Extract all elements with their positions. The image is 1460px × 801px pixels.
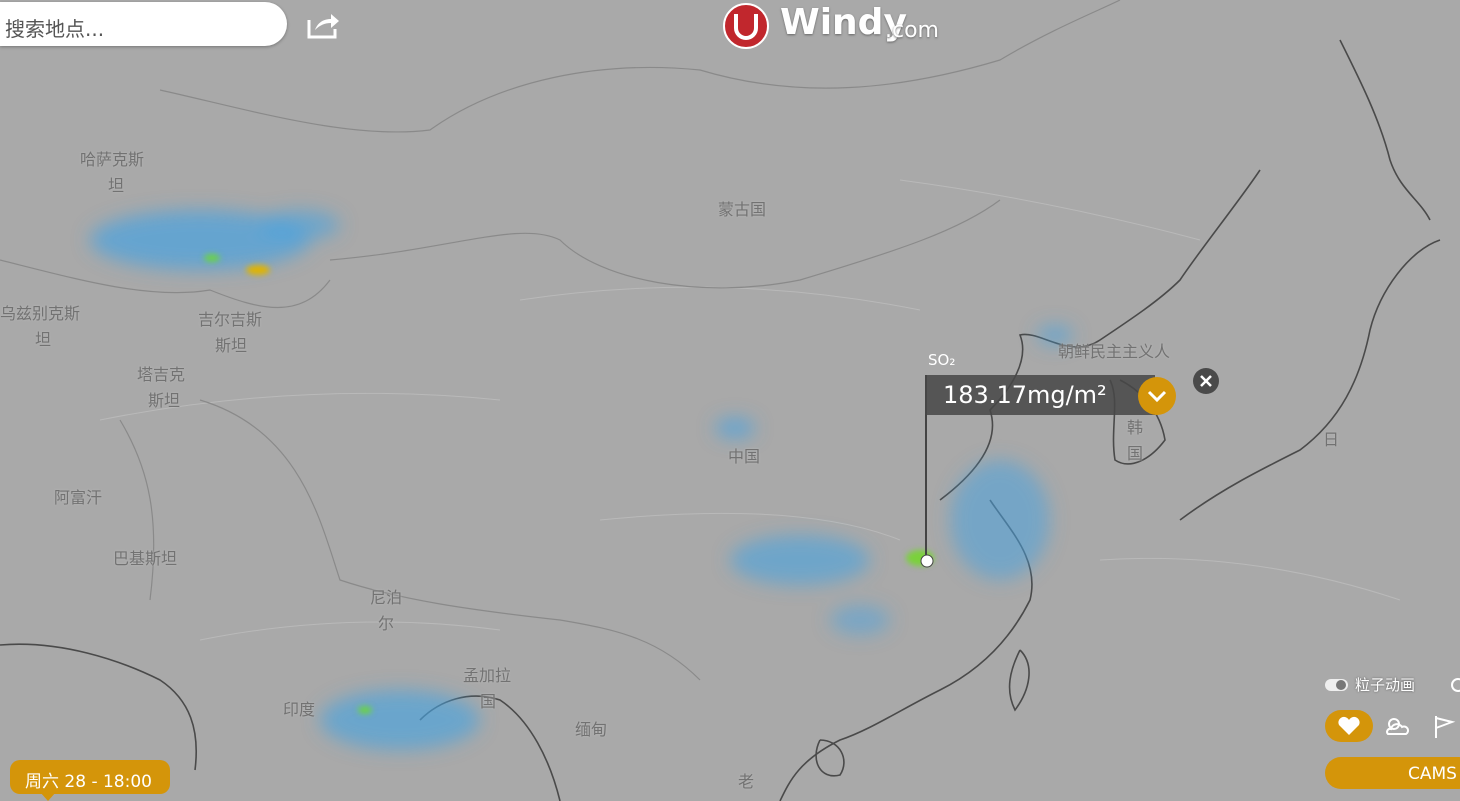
map-label: 蒙古国 — [718, 200, 767, 219]
borders — [0, 0, 1121, 681]
share-button[interactable] — [306, 10, 342, 40]
popup-box: 183.17mg/m² — [925, 375, 1155, 415]
toggle-2[interactable] — [1448, 677, 1460, 693]
weather-icon[interactable] — [1382, 712, 1412, 740]
map-label: 乌兹别克斯 — [0, 304, 81, 323]
map-label: 吉尔吉斯 — [198, 310, 263, 329]
map-label: 韩 — [1127, 418, 1144, 437]
time-pointer — [40, 792, 56, 801]
logo-name: Windy — [780, 2, 907, 43]
map-label: 斯坦 — [215, 336, 248, 355]
wind-icon[interactable] — [1430, 712, 1460, 740]
popup-parameter: SO₂ — [928, 351, 956, 369]
time-label: 周六 28 - 18:00 — [25, 772, 152, 792]
model-label: CAMS — [1408, 764, 1457, 784]
search-placeholder: 搜索地点... — [5, 17, 105, 41]
coastline — [0, 39, 1441, 801]
logo-icon — [723, 3, 769, 49]
model-button[interactable]: CAMS — [1325, 757, 1460, 789]
map-label: 塔吉克 — [137, 365, 186, 384]
map-label: 印度 — [283, 700, 316, 719]
map-label: 哈萨克斯 — [80, 150, 145, 169]
map-label: 国 — [1127, 444, 1144, 463]
popup-close[interactable] — [1192, 367, 1220, 395]
particles-toggle[interactable] — [1324, 677, 1350, 693]
particles-label: 粒子动画 — [1355, 676, 1416, 694]
popup-expand[interactable] — [1137, 376, 1177, 416]
map-label: 日 — [1323, 430, 1340, 449]
map-label: 老 — [738, 772, 755, 791]
wind-streaks — [99, 179, 1401, 641]
map-label: 坦 — [108, 176, 125, 195]
map-label: 孟加拉 — [463, 666, 512, 685]
map-label: 尔 — [378, 614, 395, 633]
favorites-button[interactable] — [1325, 710, 1373, 742]
popup-reading: 183.17mg/m² — [943, 381, 1107, 409]
map-label: 尼泊 — [370, 588, 403, 607]
popup-pin — [920, 554, 934, 568]
logo-suffix: .com — [885, 18, 939, 43]
map-label: 阿富汗 — [54, 488, 103, 507]
map-label: 朝鲜民主主义人 — [1058, 342, 1171, 361]
search-box[interactable]: 搜索地点... — [0, 2, 287, 46]
map-label: 巴基斯坦 — [113, 549, 178, 568]
map-label: 斯坦 — [148, 391, 181, 410]
map-label: 缅甸 — [575, 720, 608, 739]
map-label: 国 — [480, 692, 497, 711]
time-pill[interactable]: 周六 28 - 18:00 — [10, 760, 170, 794]
heart-icon — [1338, 716, 1360, 735]
map-label: 中国 — [728, 447, 761, 466]
pollution-blobs — [90, 210, 1073, 750]
map-label: 坦 — [35, 330, 52, 349]
